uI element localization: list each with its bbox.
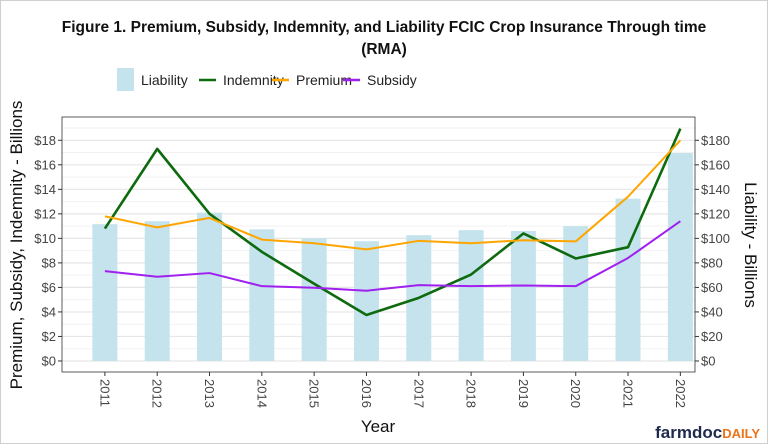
y-tick-label: $8 (42, 255, 56, 270)
x-tick-label: 2022 (673, 379, 688, 408)
y2-tick-label: $60 (701, 280, 723, 295)
y2-tick-label: $160 (701, 157, 730, 172)
subsidy-line (104, 220, 681, 292)
x-tick-label: 2011 (97, 379, 112, 407)
indemnity-line (103, 128, 682, 317)
liability-bar-2014 (249, 229, 275, 361)
liability-bar-2011 (92, 224, 118, 361)
legend-swatch-liability (117, 68, 134, 91)
x-tick-label: 2013 (202, 379, 217, 408)
logo-farmdoc: farmdoc (655, 423, 722, 442)
x-tick-label: 2018 (464, 379, 479, 408)
liability-bar-2012 (144, 221, 170, 361)
legend-label-subsidy: Subsidy (367, 72, 417, 88)
farmdoc-daily-logo: farmdocDAILY (655, 423, 760, 442)
svg-text:farmdocDAILY: farmdocDAILY (655, 423, 760, 442)
liability-bars (92, 153, 693, 361)
x-axis-label: Year (361, 417, 396, 436)
y-tick-label: $14 (34, 182, 56, 197)
legend-label-premium: Premium (296, 72, 352, 88)
y-tick-label: $6 (42, 280, 56, 295)
x-tick-label: 2016 (359, 379, 374, 408)
x-tick-label: 2020 (568, 379, 583, 408)
y-tick-label: $0 (42, 353, 56, 368)
liability-bar-2013 (197, 212, 223, 361)
liability-bar-2022 (667, 153, 693, 361)
logo-daily: DAILY (722, 426, 760, 441)
y2-tick-label: $20 (701, 329, 723, 344)
y2-tick-label: $100 (701, 231, 730, 246)
x-tick-label: 2012 (150, 379, 165, 408)
y-tick-label: $18 (34, 133, 56, 148)
x-tick-label: 2021 (621, 379, 636, 408)
series-lines (103, 128, 682, 317)
y2-tick-label: $0 (701, 353, 715, 368)
x-tick-label: 2014 (254, 379, 269, 408)
y-axis-label: Premium, Subsidy, Indemnity - Billions (7, 101, 26, 390)
y-tick-label: $16 (34, 157, 56, 172)
chart-subtitle: (RMA) (361, 41, 407, 58)
liability-bar-2020 (563, 226, 589, 361)
liability-bar-2021 (615, 198, 641, 361)
plot-border (61, 116, 696, 373)
x-tick-label: 2019 (516, 379, 531, 408)
x-tick-label: 2015 (307, 379, 322, 408)
liability-bar-2019 (510, 231, 536, 361)
legend-label-indemnity: Indemnity (223, 72, 284, 88)
y2-tick-label: $120 (701, 206, 730, 221)
legend: Liability Indemnity Premium Subsidy (117, 68, 417, 91)
y2-tick-label: $80 (701, 255, 723, 270)
y2-axis-label: Liability - Billions (741, 182, 760, 308)
liability-bar-2018 (458, 230, 484, 361)
y-tick-label: $4 (42, 304, 56, 319)
x-tick-label: 2017 (411, 379, 426, 408)
y2-tick-label: $180 (701, 133, 730, 148)
liability-bar-2016 (353, 241, 379, 361)
axes: $0 $2 $4 $6 $8 $10 $12 $14 $16 $18 $0 $20 $40 $60 $80 $… (34, 133, 730, 408)
legend-label-liability: Liability (141, 72, 188, 88)
y-tick-label: $12 (34, 206, 56, 221)
y2-tick-label: $140 (701, 182, 730, 197)
y2-tick-label: $40 (701, 304, 723, 319)
y-tick-label: $10 (34, 231, 56, 246)
premium-line (104, 139, 682, 251)
y-tick-label: $2 (42, 329, 56, 344)
liability-bar-2015 (301, 238, 327, 361)
chart-title: Figure 1. Premium, Subsidy, Indemnity, a… (62, 19, 707, 36)
